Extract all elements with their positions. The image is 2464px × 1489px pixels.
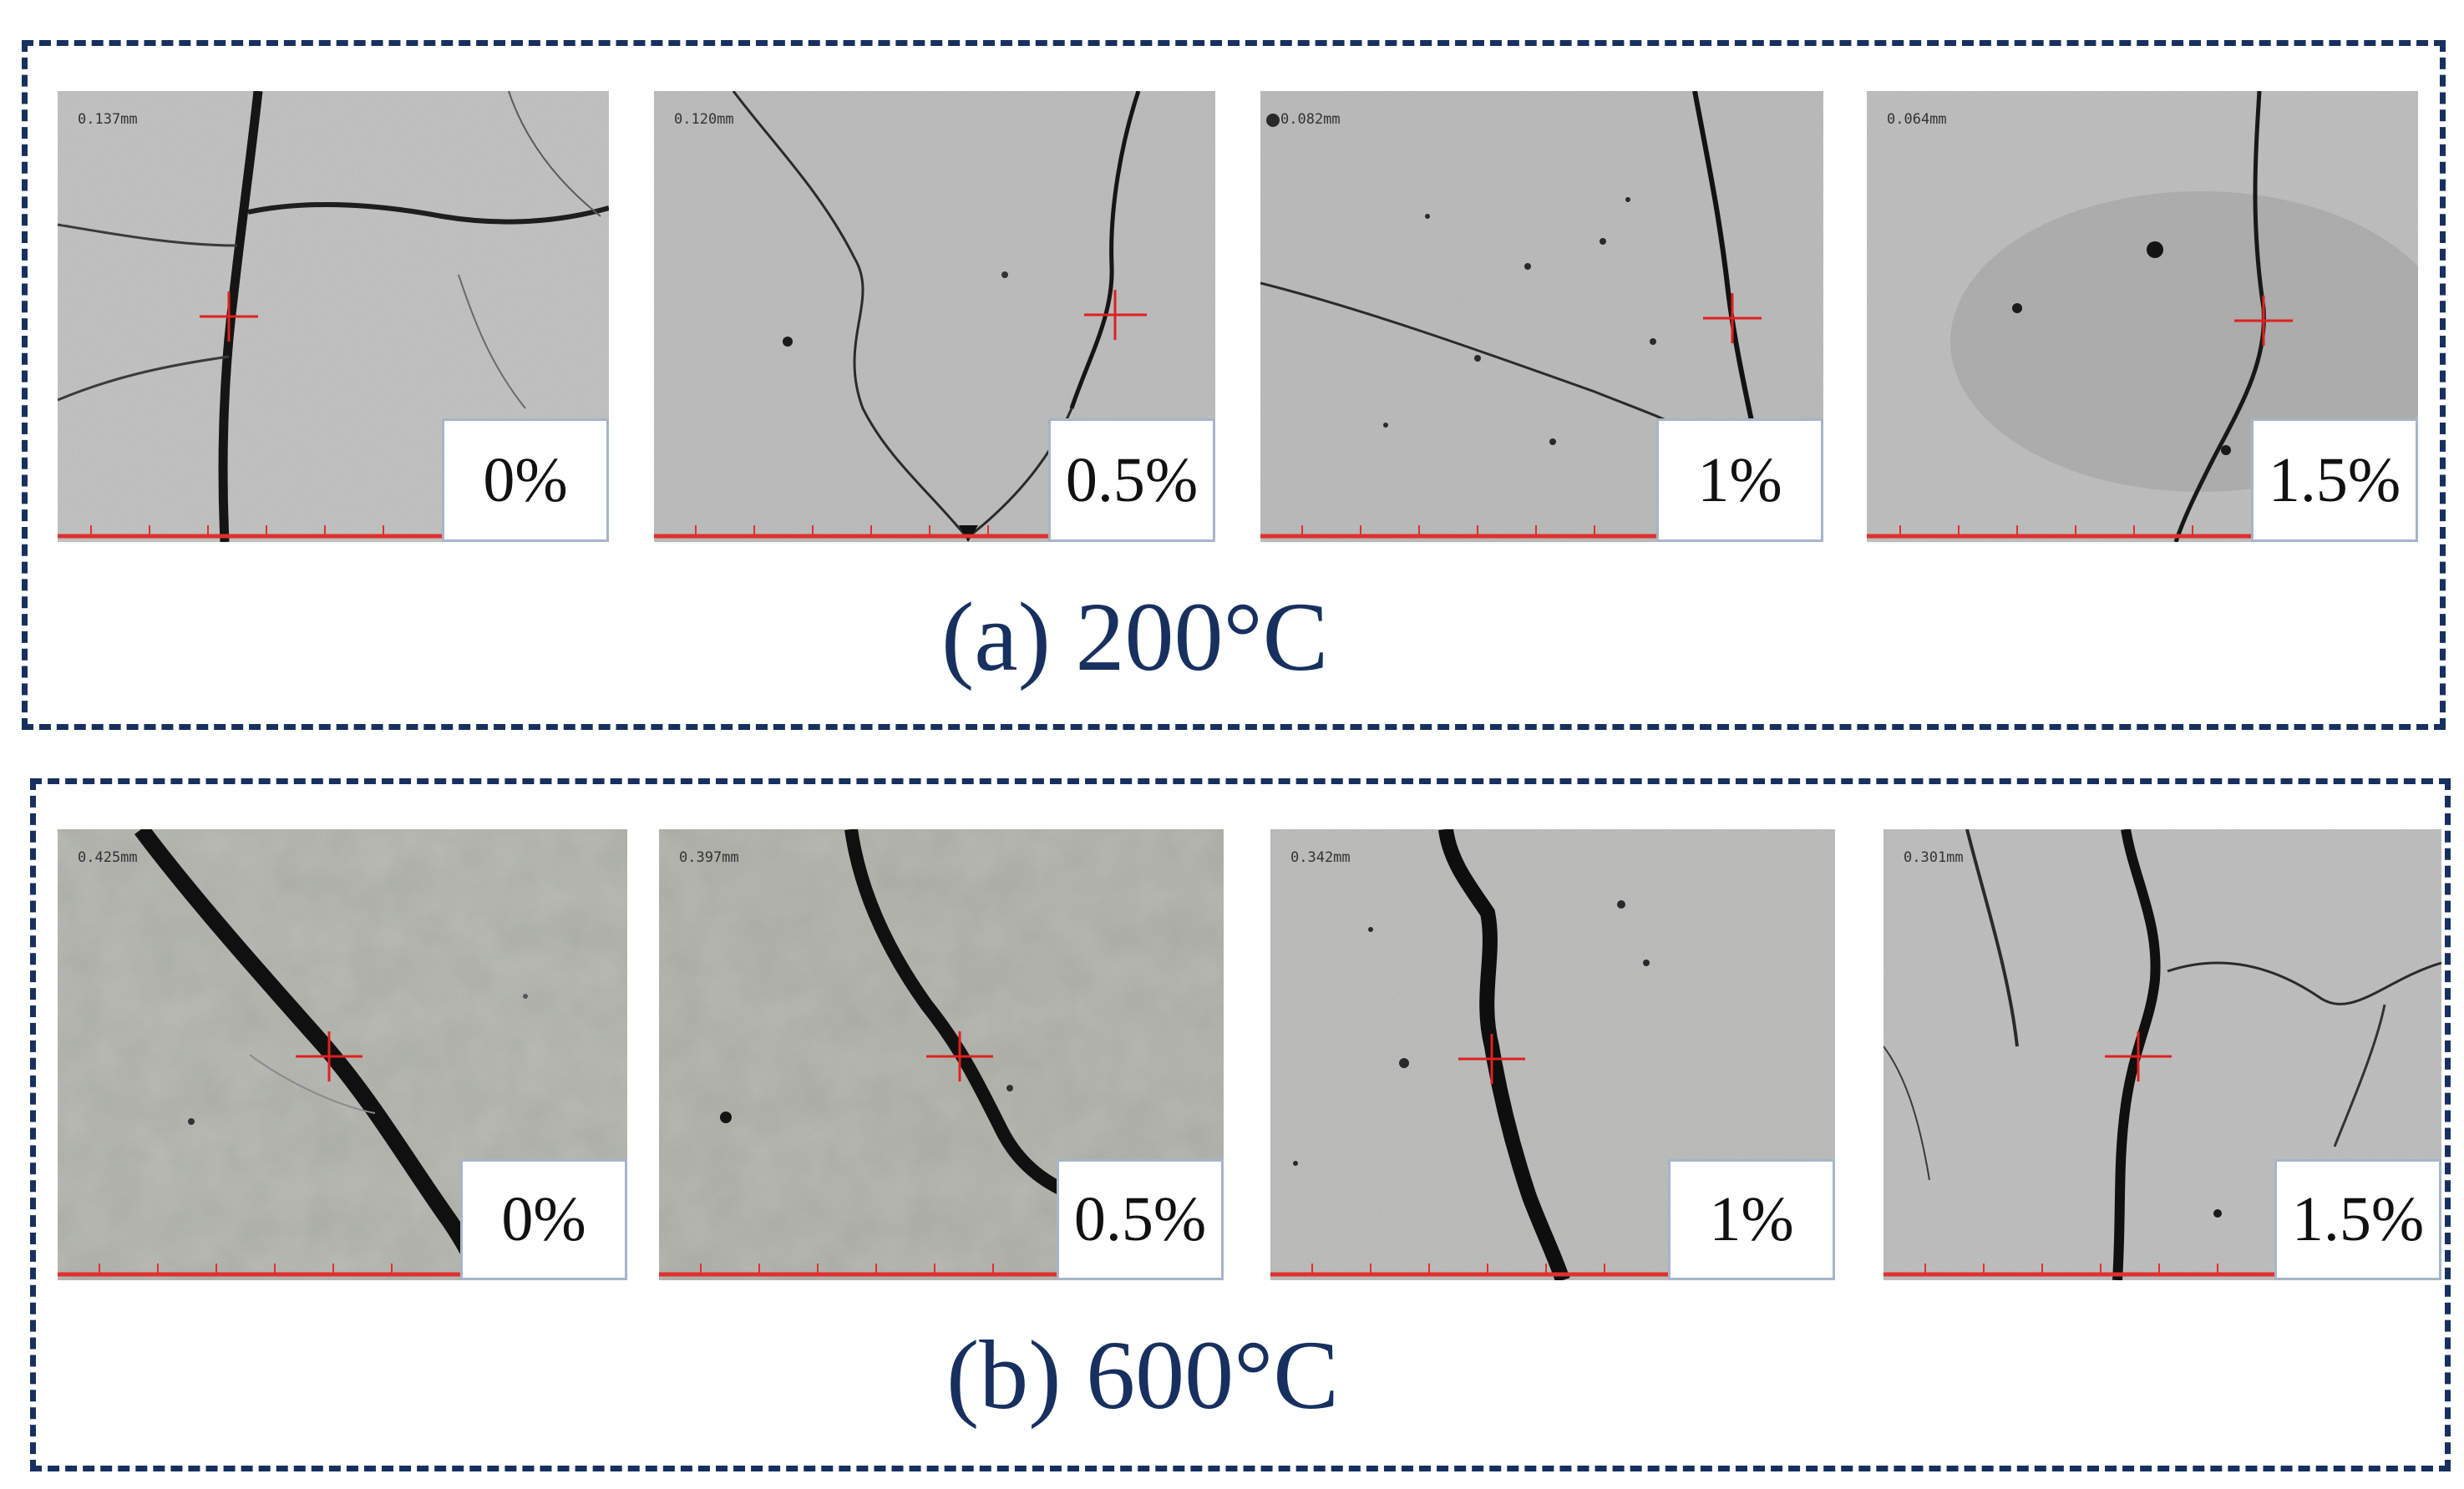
fiber-content-text: 0.5%: [1065, 444, 1199, 515]
micrograph-200c-1pct: 0.082mm 1%: [1260, 91, 1823, 542]
scale-readout: 0.342mm: [1290, 849, 1351, 866]
fiber-content-text: 1%: [1709, 1184, 1794, 1254]
fiber-content-label: 1.5%: [2251, 418, 2418, 542]
fiber-content-text: 1%: [1697, 444, 1782, 515]
fiber-content-label: 0%: [460, 1159, 627, 1280]
scale-readout: 0.397mm: [679, 849, 739, 866]
fiber-content-label: 1%: [1668, 1159, 1835, 1280]
scale-readout: 0.120mm: [674, 111, 734, 128]
micrograph-600c-0pct: 0.425mm 0%: [58, 829, 627, 1280]
fiber-content-label: 0.5%: [1057, 1159, 1224, 1280]
fiber-content-label: 1%: [1656, 418, 1823, 542]
fiber-content-text: 1.5%: [2291, 1184, 2425, 1254]
scale-readout: 0.082mm: [1280, 111, 1341, 128]
scale-readout: 0.137mm: [78, 111, 138, 128]
micrograph-600c-0-5pct: 0.397mm 0.5%: [659, 829, 1224, 1280]
micrograph-200c-1-5pct: 0.064mm 1.5%: [1867, 91, 2418, 542]
micrograph-200c-0pct: 0.137mm 0%: [58, 91, 609, 542]
scale-readout: 0.301mm: [1904, 849, 1964, 866]
micrograph-200c-1pct-image: [1260, 91, 1823, 542]
fiber-content-text: 0%: [501, 1184, 586, 1254]
scale-readout: 0.064mm: [1887, 111, 1947, 128]
micrograph-200c-0-5pct-image: [654, 91, 1215, 542]
fiber-content-label: 0.5%: [1048, 418, 1215, 542]
scale-readout: 0.425mm: [78, 849, 138, 866]
fiber-content-text: 1.5%: [2268, 444, 2401, 515]
fiber-content-label: 1.5%: [2274, 1159, 2441, 1280]
fiber-content-label: 0%: [442, 418, 609, 542]
group-200c: 0.137mm 0% 0.120mm 0.5%: [22, 40, 2446, 730]
micrograph-600c-1-5pct: 0.301mm 1.5%: [1883, 829, 2441, 1280]
micrograph-600c-1pct: 0.342mm 1%: [1270, 829, 1835, 1280]
fiber-content-text: 0.5%: [1073, 1184, 1207, 1254]
micrograph-600c-0-5pct-image: [659, 829, 1224, 1280]
micrograph-200c-0pct-image: [58, 91, 609, 542]
group-caption: (b) 600°C: [946, 1320, 1339, 1430]
fiber-content-text: 0%: [483, 444, 568, 515]
micrograph-200c-0-5pct: 0.120mm 0.5%: [654, 91, 1215, 542]
micrograph-600c-0pct-image: [58, 829, 627, 1280]
group-600c: 0.425mm 0% 0.397mm 0.5%: [30, 778, 2451, 1471]
group-caption: (a) 200°C: [941, 582, 1329, 691]
